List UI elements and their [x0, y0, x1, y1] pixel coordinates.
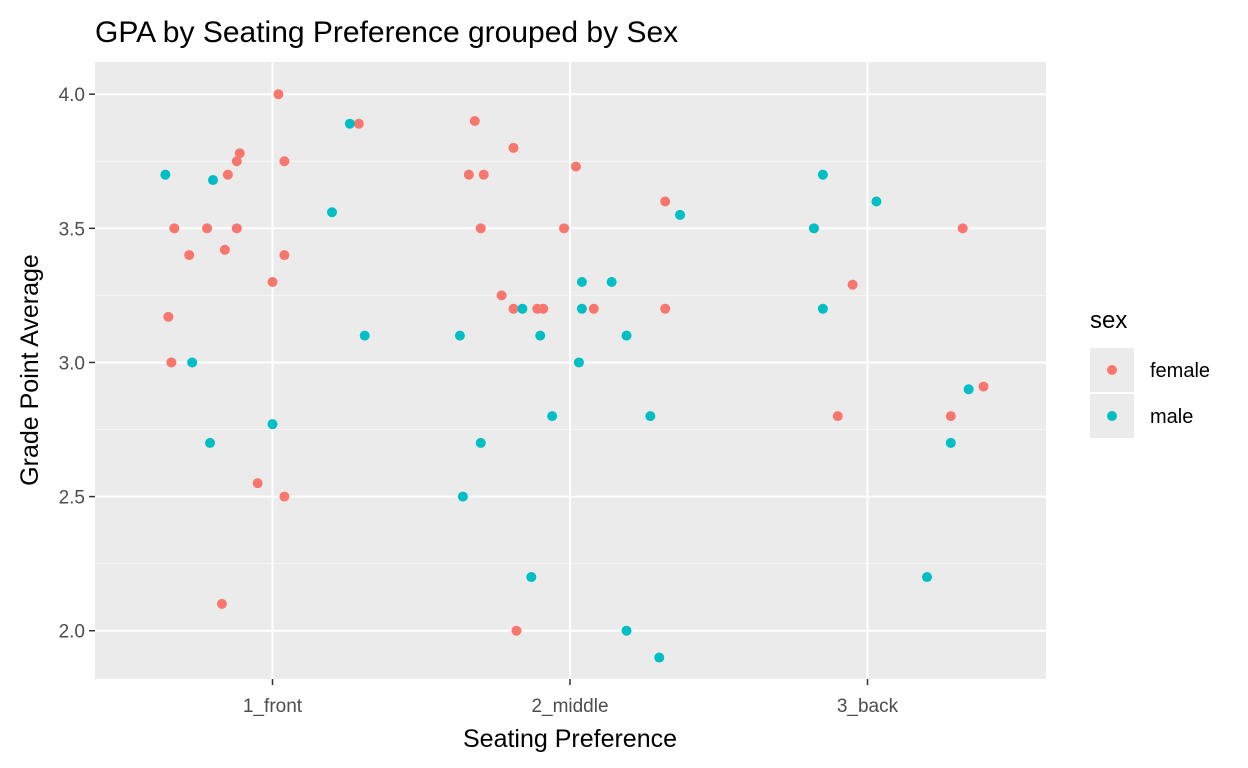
data-point-female — [231, 223, 242, 234]
data-point-male — [160, 169, 171, 180]
data-point-male — [205, 437, 216, 448]
x-tick-label: 3_back — [837, 696, 899, 717]
data-point-female — [832, 411, 843, 422]
data-point-female — [475, 223, 486, 234]
data-point-female — [163, 311, 174, 322]
data-point-female — [588, 303, 599, 314]
data-point-female — [508, 303, 519, 314]
x-tick-label: 1_front — [243, 696, 303, 717]
data-points — [160, 89, 989, 663]
data-point-male — [359, 330, 370, 341]
data-point-male — [344, 118, 355, 129]
major-gridlines — [95, 62, 1046, 679]
y-tick-label: 2.0 — [59, 622, 85, 643]
y-tick-label: 2.5 — [59, 488, 85, 509]
data-point-female — [184, 250, 195, 261]
data-point-female — [202, 223, 213, 234]
data-point-female — [660, 303, 671, 314]
data-point-male — [267, 419, 278, 430]
data-point-male — [573, 357, 584, 368]
legend-title: sex — [1090, 307, 1127, 334]
data-point-female — [847, 279, 858, 290]
data-point-female — [511, 625, 522, 636]
data-point-male — [517, 303, 528, 314]
x-axis-title: Seating Preference — [463, 725, 677, 753]
data-point-male — [526, 572, 537, 583]
data-point-female — [538, 303, 549, 314]
data-point-female — [945, 411, 956, 422]
legend-swatch-male — [1107, 411, 1117, 421]
data-point-male — [576, 303, 587, 314]
data-point-female — [222, 169, 233, 180]
data-point-female — [273, 89, 284, 100]
data-point-female — [216, 598, 227, 609]
y-axis-ticks: 2.0 2.5 3.0 3.5 4.0 — [59, 85, 95, 643]
data-point-male — [606, 276, 617, 287]
data-point-female — [234, 148, 245, 159]
data-point-female — [252, 478, 263, 489]
data-point-male — [871, 196, 882, 207]
x-tick-label: 2_middle — [531, 696, 608, 717]
legend-swatch-female — [1107, 365, 1117, 375]
data-point-male — [945, 437, 956, 448]
data-point-male — [922, 572, 932, 583]
data-point-female — [279, 156, 290, 167]
data-point-female — [469, 116, 480, 127]
y-tick-label: 3.5 — [59, 219, 85, 240]
legend-label-female: female — [1150, 360, 1210, 382]
data-point-male — [654, 652, 665, 663]
data-point-male — [817, 169, 828, 180]
data-point-female — [957, 223, 968, 234]
data-point-male — [475, 437, 486, 448]
data-point-male — [187, 357, 198, 368]
data-point-female — [570, 161, 581, 172]
y-tick-label: 4.0 — [59, 85, 85, 106]
data-point-male — [576, 276, 587, 287]
legend: sex female male — [1090, 307, 1210, 438]
data-point-male — [535, 330, 546, 341]
data-point-female — [166, 357, 177, 368]
data-point-female — [660, 196, 671, 207]
data-point-male — [457, 491, 468, 502]
legend-label-male: male — [1150, 406, 1193, 428]
data-point-female — [219, 244, 230, 255]
data-point-male — [817, 303, 828, 314]
data-point-female — [463, 169, 474, 180]
data-point-male — [454, 330, 465, 341]
data-point-male — [621, 330, 632, 341]
data-point-female — [279, 491, 290, 502]
data-point-female — [559, 223, 570, 234]
y-tick-label: 3.0 — [59, 353, 85, 374]
data-point-female — [478, 169, 489, 180]
data-point-female — [353, 118, 364, 129]
data-point-female — [978, 381, 989, 392]
data-point-male — [621, 625, 632, 636]
y-axis-title: Grade Point Average — [16, 254, 44, 486]
data-point-male — [963, 384, 974, 395]
data-point-female — [279, 250, 290, 261]
data-point-male — [327, 207, 337, 218]
data-point-male — [547, 411, 558, 422]
chart-title: GPA by Seating Preference grouped by Sex — [95, 16, 678, 49]
data-point-female — [231, 156, 242, 167]
data-point-female — [508, 142, 519, 153]
data-point-male — [208, 175, 218, 186]
data-point-female — [496, 290, 507, 301]
x-axis-ticks: 1_front 2_middle 3_back — [243, 679, 899, 717]
data-point-female — [267, 276, 278, 287]
data-point-male — [675, 209, 686, 220]
data-point-male — [645, 411, 656, 422]
data-point-female — [169, 223, 180, 234]
data-point-male — [808, 223, 819, 234]
